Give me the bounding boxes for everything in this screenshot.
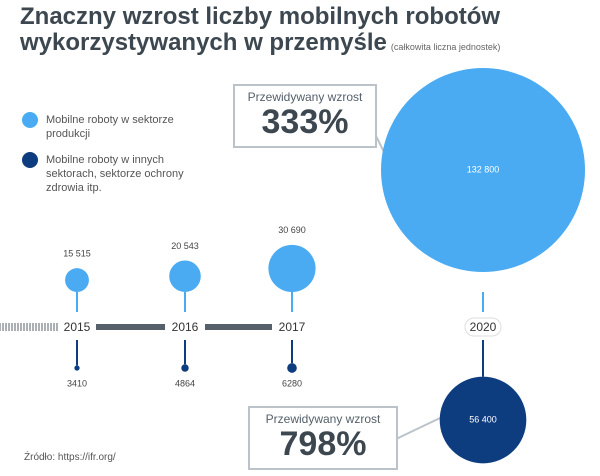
- data-label: 4864: [175, 378, 195, 388]
- x-tick-label: 2017: [279, 320, 306, 334]
- bubble: [381, 68, 585, 272]
- data-label: 30 690: [278, 225, 306, 235]
- data-label: 132 800: [467, 164, 500, 174]
- legend-marker: [22, 112, 38, 128]
- bubble: [169, 260, 201, 292]
- legend-label: Mobilne roboty w sektorze produkcji: [46, 114, 174, 140]
- callout-pointer: [393, 417, 441, 441]
- x-tick-label: 2020: [470, 320, 497, 334]
- data-label: 56 400: [469, 414, 497, 424]
- bubble: [287, 363, 297, 373]
- annotation-value: 798%: [279, 425, 367, 463]
- data-label: 6280: [282, 378, 302, 388]
- annotation-box: Przewidywany wzrost 798%: [248, 406, 398, 470]
- data-label: 15 515: [63, 249, 91, 259]
- year-pill: [464, 317, 502, 337]
- chart-title-block: Znaczny wzrost liczby mobilnych robotów …: [20, 4, 580, 60]
- x-tick-label: 2016: [172, 320, 199, 334]
- source: Źródło: https://ifr.org/: [24, 452, 116, 463]
- chart-subtitle: (całkowita liczna jednostek): [390, 42, 501, 52]
- x-tick-label: 2015: [64, 320, 91, 334]
- data-label: 20 543: [171, 241, 199, 251]
- data-label: 3410: [67, 378, 87, 388]
- bubble: [268, 244, 316, 292]
- annotation-box: Przewidywany wzrost 333%: [233, 84, 377, 148]
- bubble: [65, 268, 89, 292]
- bubble: [181, 364, 189, 372]
- legend-marker: [22, 152, 38, 168]
- legend-label: Mobilne roboty w innych sektorach, sekto…: [46, 154, 184, 194]
- chart-title: Znaczny wzrost liczby mobilnych robotów …: [20, 3, 501, 56]
- bubble: [439, 376, 527, 464]
- bubble: [74, 365, 80, 371]
- annotation-label: Przewidywany wzrost: [265, 412, 381, 426]
- annotation-value: 333%: [261, 103, 349, 141]
- annotation-label: Przewidywany wzrost: [247, 90, 363, 104]
